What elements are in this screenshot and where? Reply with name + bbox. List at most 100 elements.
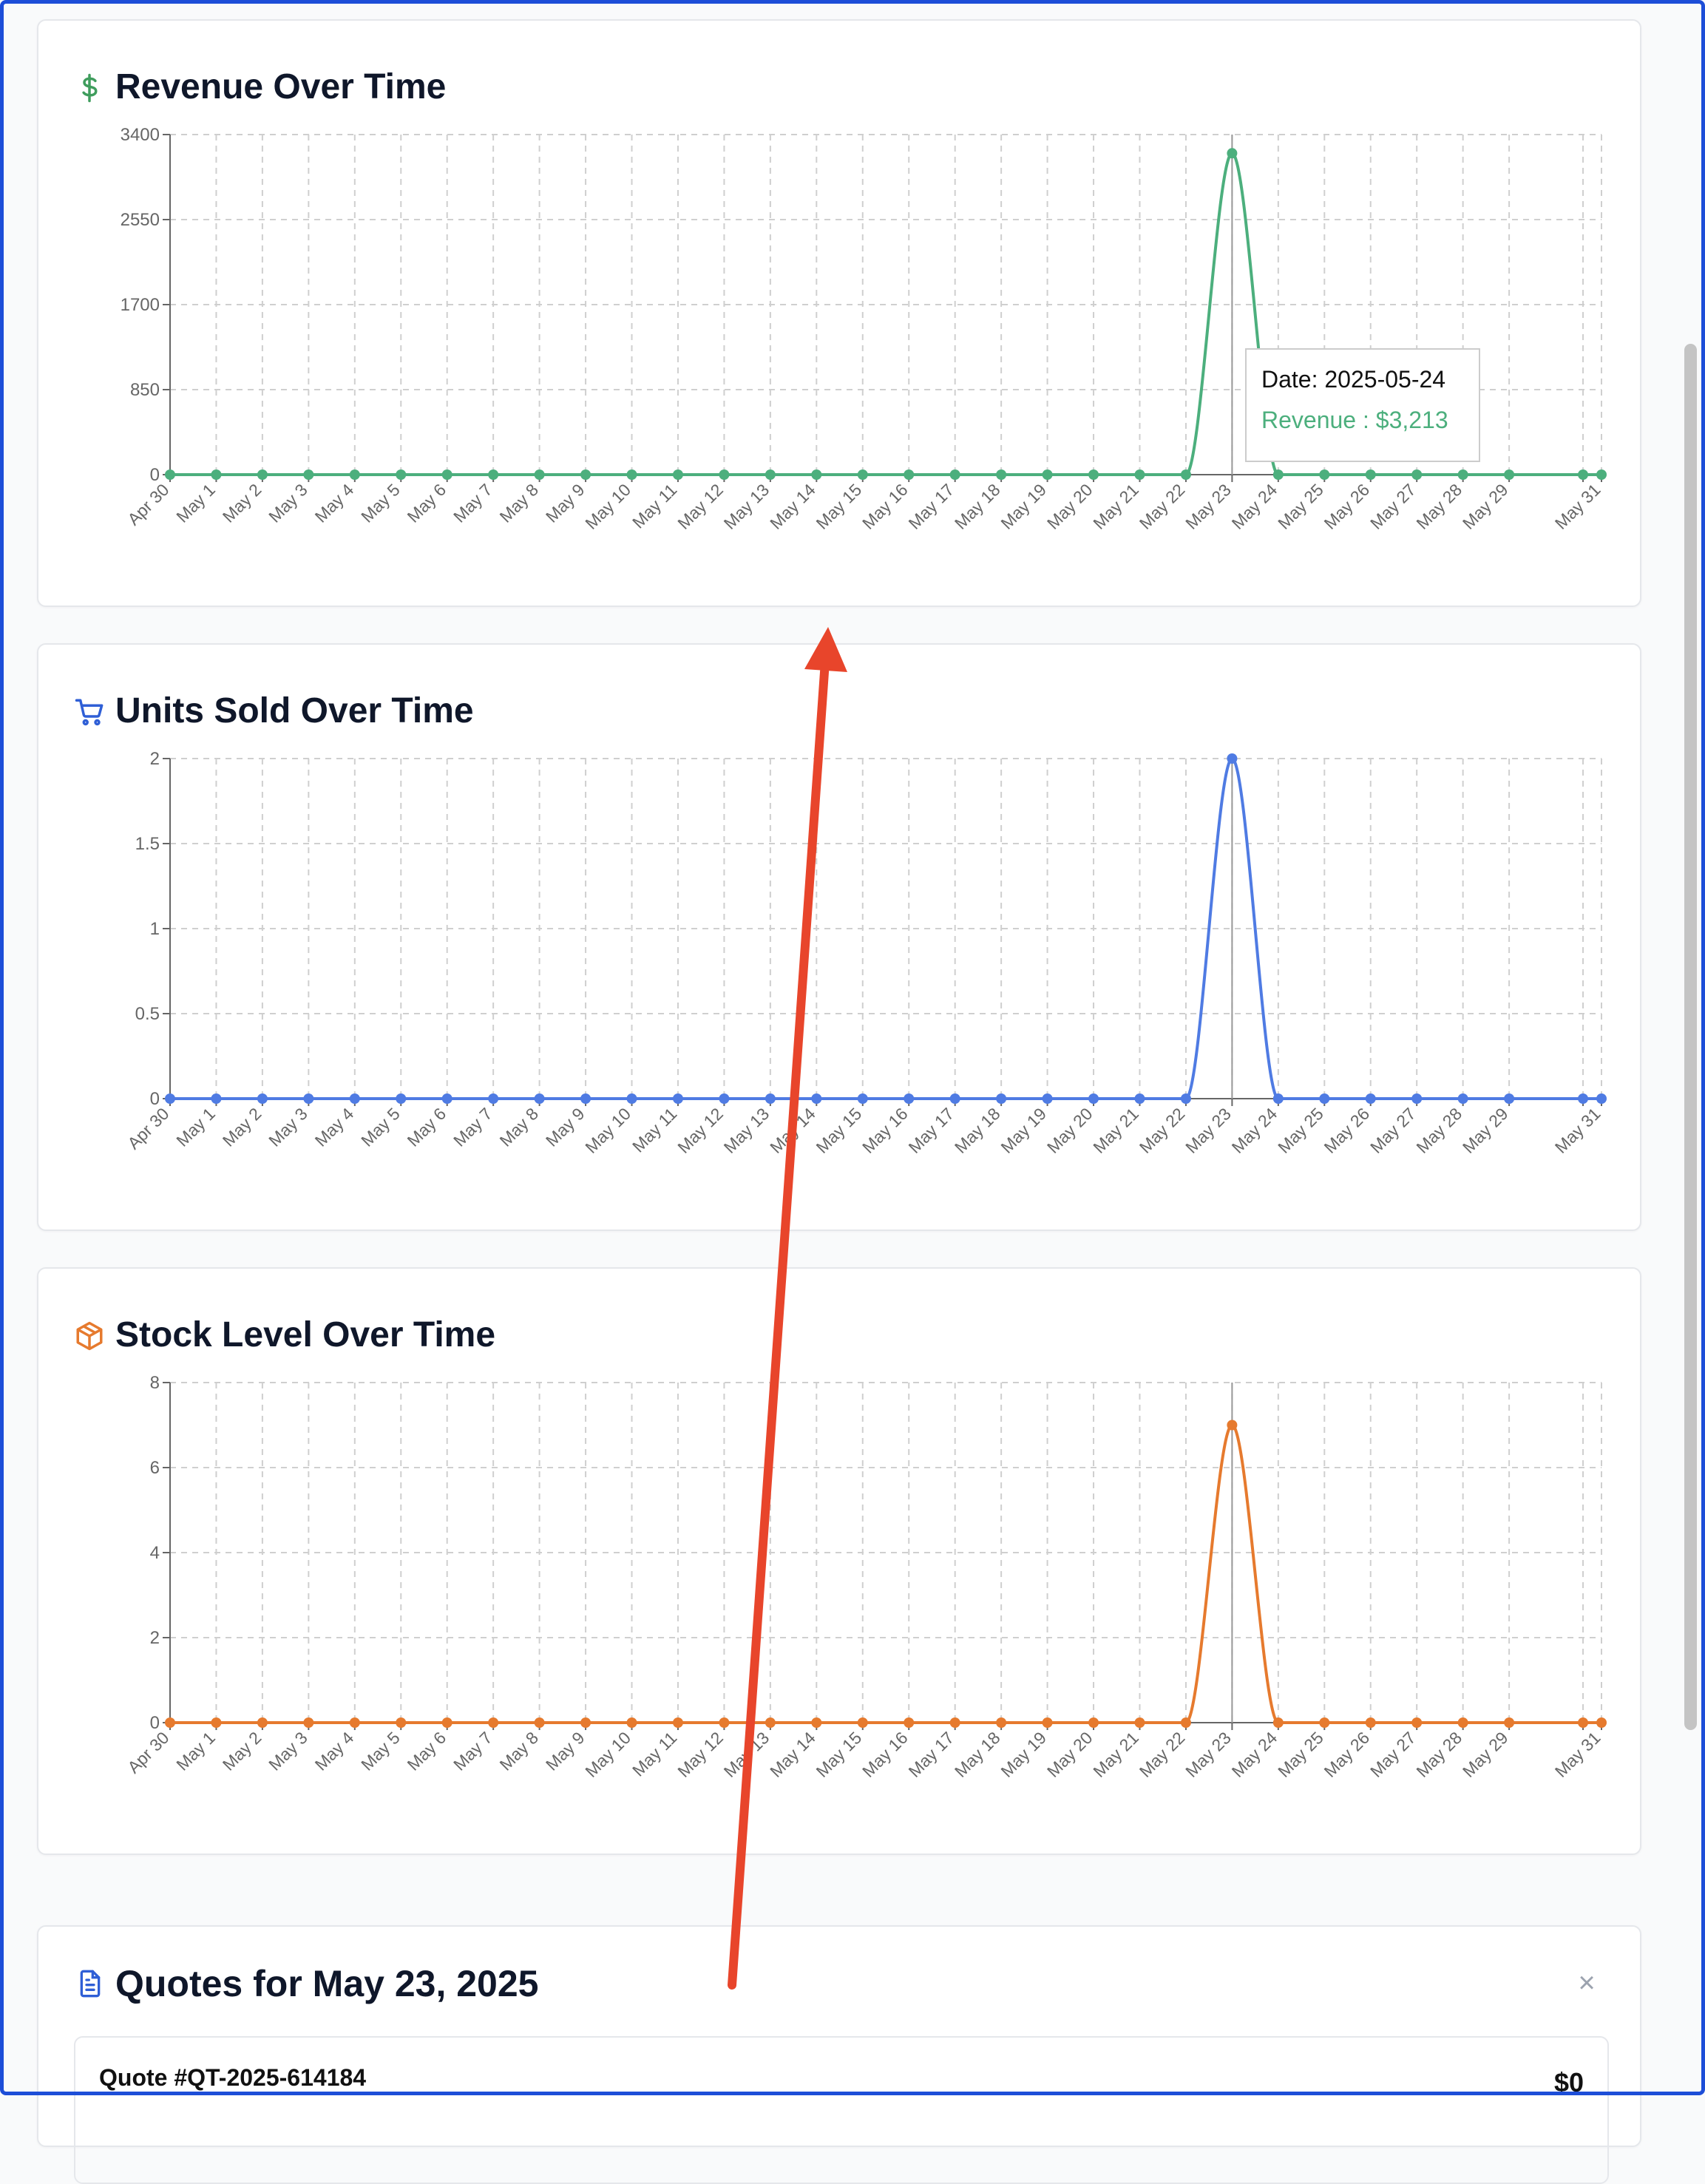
x-tick-label: May 4 xyxy=(311,1728,358,1774)
x-tick-label: May 29 xyxy=(1459,480,1512,533)
data-point xyxy=(257,469,268,480)
data-point xyxy=(626,469,637,480)
data-point xyxy=(1227,753,1238,764)
x-tick-label: May 1 xyxy=(172,480,219,526)
data-point xyxy=(1042,1717,1053,1728)
data-point xyxy=(1088,1717,1099,1728)
x-tick-label: May 10 xyxy=(581,1728,634,1781)
data-point xyxy=(1411,1717,1423,1728)
x-tick-label: May 14 xyxy=(766,480,819,533)
stock-level-chart-card: Stock Level Over Time 0 2 4 6 8 Apr 30 May 1 Ma… xyxy=(37,1267,1641,1855)
data-point xyxy=(211,1717,222,1728)
x-tick-label: May 28 xyxy=(1412,1728,1465,1781)
x-tick-label: May 7 xyxy=(450,480,496,526)
data-point xyxy=(349,1093,360,1104)
data-point xyxy=(1411,1093,1423,1104)
data-point xyxy=(257,1093,268,1104)
data-point xyxy=(534,469,545,480)
data-point xyxy=(1596,1093,1607,1104)
data-point xyxy=(1411,469,1423,480)
data-point xyxy=(534,1093,545,1104)
data-point xyxy=(303,1093,314,1104)
x-tick-label: May 3 xyxy=(265,1104,311,1150)
quotes-panel-title: Quotes for May 23, 2025 xyxy=(115,1963,539,2004)
x-tick-label: May 25 xyxy=(1274,1104,1327,1157)
package-icon xyxy=(76,1321,103,1351)
data-point xyxy=(1134,1093,1145,1104)
data-point xyxy=(1134,1717,1145,1728)
data-point xyxy=(303,469,314,480)
x-tick-label: May 4 xyxy=(311,480,358,526)
x-tick-label: May 24 xyxy=(1228,480,1281,533)
x-tick-label: May 1 xyxy=(172,1728,219,1774)
x-tick-label: May 16 xyxy=(858,480,912,533)
x-tick-label: May 24 xyxy=(1228,1728,1281,1781)
data-point xyxy=(441,1093,452,1104)
x-tick-label: May 7 xyxy=(450,1728,496,1774)
data-point xyxy=(719,1093,730,1104)
x-tick-label: May 11 xyxy=(628,1728,681,1780)
x-tick-label: May 10 xyxy=(581,480,634,533)
data-point xyxy=(1504,1717,1515,1728)
x-tick-label: May 28 xyxy=(1412,1104,1465,1157)
data-point xyxy=(1227,148,1238,159)
x-tick-label: May 20 xyxy=(1043,480,1096,533)
x-tick-label: May 27 xyxy=(1366,480,1420,533)
x-tick-label: May 3 xyxy=(265,480,311,526)
x-tick-label: Apr 30 xyxy=(123,1104,172,1153)
data-point xyxy=(488,1093,499,1104)
x-tick-label: May 13 xyxy=(720,480,773,533)
x-tick-label: May 29 xyxy=(1459,1728,1512,1781)
y-tick-label: 2550 xyxy=(121,210,160,230)
x-tick-label: May 31 xyxy=(1551,1104,1604,1157)
data-point xyxy=(349,469,360,480)
data-point xyxy=(1365,469,1376,480)
data-point xyxy=(1578,1717,1589,1728)
y-tick-label: 8 xyxy=(150,1373,160,1393)
x-tick-label: May 28 xyxy=(1412,480,1465,533)
data-point xyxy=(1180,1717,1191,1728)
data-point xyxy=(165,469,175,480)
document-icon xyxy=(80,1970,101,1998)
data-point xyxy=(811,469,822,480)
data-point xyxy=(765,1717,776,1728)
x-tick-label: May 26 xyxy=(1321,1104,1374,1157)
x-tick-label: May 20 xyxy=(1043,1104,1096,1157)
data-point xyxy=(257,1717,268,1728)
y-tick-label: 0 xyxy=(150,1089,160,1109)
data-point xyxy=(165,1093,175,1104)
quote-list-item[interactable]: Quote #QT-2025-614184 $0 xyxy=(74,2036,1609,2184)
y-tick-label: 6 xyxy=(150,1458,160,1478)
y-tick-label: 0.5 xyxy=(135,1004,160,1024)
y-tick-label: 0 xyxy=(150,465,160,485)
data-point xyxy=(488,469,499,480)
x-tick-label: May 21 xyxy=(1089,480,1142,533)
x-tick-label: May 6 xyxy=(404,480,450,526)
y-tick-label: 0 xyxy=(150,1713,160,1733)
x-tick-label: May 14 xyxy=(766,1728,819,1781)
x-tick-label: May 23 xyxy=(1182,1104,1235,1157)
x-tick-label: May 13 xyxy=(720,1104,773,1157)
x-tick-label: May 27 xyxy=(1366,1728,1420,1781)
data-point xyxy=(1088,1093,1099,1104)
data-point xyxy=(949,1717,960,1728)
data-point xyxy=(1578,1093,1589,1104)
x-tick-label: May 20 xyxy=(1043,1728,1096,1781)
scrollbar-thumb[interactable] xyxy=(1684,344,1697,1730)
x-tick-label: May 8 xyxy=(495,1728,542,1774)
close-button[interactable]: × xyxy=(1578,1967,1596,1999)
data-point xyxy=(396,1717,407,1728)
data-point xyxy=(949,469,960,480)
x-tick-label: May 25 xyxy=(1274,480,1327,533)
x-tick-label: May 16 xyxy=(858,1104,912,1157)
units-sold-line-chart[interactable]: 0 0.5 1 1.5 2 Apr 30 May 1 May 2 May 3 May 4 May 5… xyxy=(38,645,1643,1232)
data-point xyxy=(1319,469,1330,480)
x-tick-label: May 21 xyxy=(1089,1728,1142,1781)
stock-level-chart-title: Stock Level Over Time xyxy=(115,1315,496,1354)
x-tick-label: Apr 30 xyxy=(123,480,172,529)
data-point xyxy=(1596,1717,1607,1728)
tooltip-revenue: Revenue : $3,213 xyxy=(1261,407,1448,433)
data-point xyxy=(904,469,915,480)
